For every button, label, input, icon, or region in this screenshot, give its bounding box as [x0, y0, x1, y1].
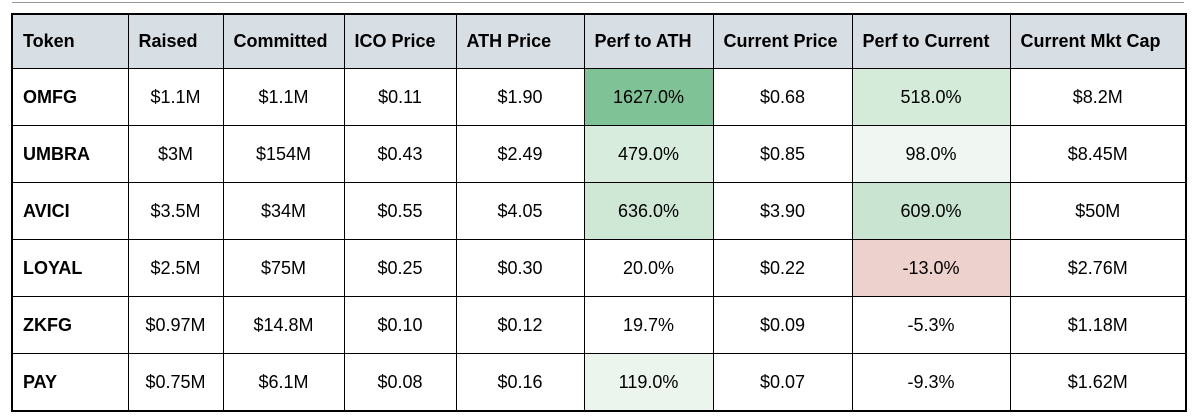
cell-pay-perf-to-ath[interactable]: 119.0%	[583, 353, 714, 412]
cell-umbra-raised[interactable]: $3M	[127, 125, 224, 183]
cell-umbra-perf-to-current[interactable]: 98.0%	[851, 125, 1011, 183]
cell-pay-token[interactable]: PAY	[11, 353, 129, 412]
cell-zkfg-current-price[interactable]: $0.09	[712, 296, 853, 354]
cell-umbra-perf-to-ath[interactable]: 479.0%	[583, 125, 714, 183]
header-row: Token Raised Committed ICO Price ATH Price Pe…	[11, 13, 1187, 69]
cell-pay-ico-price[interactable]: $0.08	[343, 353, 457, 412]
cell-umbra-ath-price[interactable]: $2.49	[455, 125, 585, 183]
cell-avici-current-price[interactable]: $3.90	[712, 182, 853, 240]
table-row-loyal: LOYAL $2.5M $75M $0.25 $0.30 20.0% $0.22 -13.0%…	[11, 239, 1187, 297]
cell-avici-perf-to-ath[interactable]: 636.0%	[583, 182, 714, 240]
cell-loyal-committed[interactable]: $75M	[222, 239, 345, 297]
cell-zkfg-perf-to-ath[interactable]: 19.7%	[583, 296, 714, 354]
table-row-avici: AVICI $3.5M $34M $0.55 $4.05 636.0% $3.90 609.0…	[11, 182, 1187, 240]
cell-avici-token[interactable]: AVICI	[11, 182, 129, 240]
cell-avici-committed[interactable]: $34M	[222, 182, 345, 240]
cell-avici-ico-price[interactable]: $0.55	[343, 182, 457, 240]
table-row-omfg: OMFG $1.1M $1.1M $0.11 $1.90 1627.0% $0.68 518.…	[11, 68, 1187, 126]
column-header-ico-price[interactable]: ICO Price	[343, 13, 457, 69]
table-row-pay: PAY $0.75M $6.1M $0.08 $0.16 119.0% $0.07 -9.3%…	[11, 353, 1187, 412]
cell-pay-committed[interactable]: $6.1M	[222, 353, 345, 412]
column-header-token[interactable]: Token	[11, 13, 129, 69]
column-header-perf-to-ath[interactable]: Perf to ATH	[583, 13, 714, 69]
table-row-umbra: UMBRA $3M $154M $0.43 $2.49 479.0% $0.85 98.0% $…	[11, 125, 1187, 183]
column-header-committed[interactable]: Committed	[222, 13, 345, 69]
cell-zkfg-perf-to-current[interactable]: -5.3%	[851, 296, 1011, 354]
cell-pay-perf-to-current[interactable]: -9.3%	[851, 353, 1011, 412]
cell-zkfg-token[interactable]: ZKFG	[11, 296, 129, 354]
cell-loyal-ico-price[interactable]: $0.25	[343, 239, 457, 297]
column-header-current-price[interactable]: Current Price	[712, 13, 853, 69]
cell-loyal-perf-to-ath[interactable]: 20.0%	[583, 239, 714, 297]
cell-omfg-perf-to-ath[interactable]: 1627.0%	[583, 68, 714, 126]
cell-zkfg-ath-price[interactable]: $0.12	[455, 296, 585, 354]
column-header-perf-to-current[interactable]: Perf to Current	[851, 13, 1011, 69]
cell-loyal-raised[interactable]: $2.5M	[127, 239, 224, 297]
cell-loyal-ath-price[interactable]: $0.30	[455, 239, 585, 297]
cell-omfg-token[interactable]: OMFG	[11, 68, 129, 126]
cell-pay-ath-price[interactable]: $0.16	[455, 353, 585, 412]
table-body: OMFG $1.1M $1.1M $0.11 $1.90 1627.0% $0.68 518.…	[11, 68, 1187, 412]
cell-pay-current-price[interactable]: $0.07	[712, 353, 853, 412]
token-performance-table: Token Raised Committed ICO Price ATH Price Pe…	[11, 13, 1187, 412]
cropped-row-border-artifact	[12, 2, 1184, 3]
cell-avici-perf-to-current[interactable]: 609.0%	[851, 182, 1011, 240]
cell-umbra-token[interactable]: UMBRA	[11, 125, 129, 183]
cell-zkfg-raised[interactable]: $0.97M	[127, 296, 224, 354]
cell-avici-current-mkt-cap[interactable]: $50M	[1009, 182, 1187, 240]
cell-avici-ath-price[interactable]: $4.05	[455, 182, 585, 240]
cell-umbra-current-mkt-cap[interactable]: $8.45M	[1009, 125, 1187, 183]
cell-loyal-token[interactable]: LOYAL	[11, 239, 129, 297]
cell-avici-raised[interactable]: $3.5M	[127, 182, 224, 240]
cell-loyal-current-price[interactable]: $0.22	[712, 239, 853, 297]
cell-omfg-ico-price[interactable]: $0.11	[343, 68, 457, 126]
column-header-current-mkt-cap[interactable]: Current Mkt Cap	[1009, 13, 1187, 69]
cell-omfg-current-price[interactable]: $0.68	[712, 68, 853, 126]
column-header-ath-price[interactable]: ATH Price	[455, 13, 585, 69]
cell-omfg-ath-price[interactable]: $1.90	[455, 68, 585, 126]
cell-umbra-committed[interactable]: $154M	[222, 125, 345, 183]
cell-loyal-current-mkt-cap[interactable]: $2.76M	[1009, 239, 1187, 297]
cell-omfg-committed[interactable]: $1.1M	[222, 68, 345, 126]
cell-zkfg-current-mkt-cap[interactable]: $1.18M	[1009, 296, 1187, 354]
cell-umbra-current-price[interactable]: $0.85	[712, 125, 853, 183]
cell-zkfg-committed[interactable]: $14.8M	[222, 296, 345, 354]
cell-pay-current-mkt-cap[interactable]: $1.62M	[1009, 353, 1187, 412]
cell-omfg-current-mkt-cap[interactable]: $8.2M	[1009, 68, 1187, 126]
table-row-zkfg: ZKFG $0.97M $14.8M $0.10 $0.12 19.7% $0.09 -5.3…	[11, 296, 1187, 354]
cell-omfg-raised[interactable]: $1.1M	[127, 68, 224, 126]
cell-pay-raised[interactable]: $0.75M	[127, 353, 224, 412]
cell-zkfg-ico-price[interactable]: $0.10	[343, 296, 457, 354]
column-header-raised[interactable]: Raised	[127, 13, 224, 69]
cell-loyal-perf-to-current[interactable]: -13.0%	[851, 239, 1011, 297]
cell-umbra-ico-price[interactable]: $0.43	[343, 125, 457, 183]
cell-omfg-perf-to-current[interactable]: 518.0%	[851, 68, 1011, 126]
